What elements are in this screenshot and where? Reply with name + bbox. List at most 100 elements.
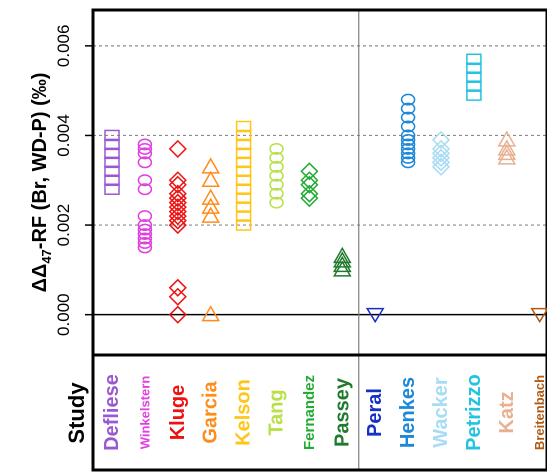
circle-marker bbox=[400, 102, 416, 115]
triangle-up-marker bbox=[333, 246, 352, 264]
circle-marker bbox=[137, 142, 153, 155]
series-garcia bbox=[201, 157, 220, 322]
square-marker bbox=[104, 138, 120, 151]
circle-marker bbox=[137, 223, 153, 236]
study-label-petrizzo: Petrizzo bbox=[463, 374, 485, 451]
study-label-garcia: Garcia bbox=[200, 380, 222, 443]
diamond-marker bbox=[431, 130, 451, 149]
circle-marker bbox=[400, 142, 416, 155]
square-marker bbox=[235, 147, 252, 160]
triangle-up-marker bbox=[333, 260, 352, 277]
diamond-marker bbox=[168, 207, 187, 226]
diamond-marker bbox=[168, 202, 187, 221]
series-defliese bbox=[104, 129, 120, 195]
triangle-up-marker bbox=[201, 188, 220, 205]
circle-marker bbox=[400, 120, 416, 133]
circle-marker bbox=[137, 156, 153, 169]
triangle-up-marker bbox=[201, 206, 220, 223]
square-marker bbox=[235, 210, 252, 222]
plot-frame bbox=[91, 8, 547, 357]
triangle-down-marker bbox=[530, 307, 547, 324]
diamond-marker bbox=[168, 189, 187, 208]
diamond-marker bbox=[168, 193, 187, 212]
square-marker bbox=[104, 183, 120, 195]
circle-marker bbox=[269, 187, 284, 200]
series-breitenbach bbox=[530, 307, 547, 324]
triangle-up-marker bbox=[201, 157, 220, 174]
square-marker bbox=[235, 156, 252, 169]
grid-lines bbox=[93, 45, 547, 316]
study-label-wacker: Wacker bbox=[430, 377, 452, 448]
square-marker bbox=[104, 129, 120, 142]
study-label-winkelstern: Winkelstern bbox=[137, 376, 152, 450]
square-marker bbox=[104, 174, 120, 187]
y-tick-label: 0.002 bbox=[54, 204, 73, 247]
triangle-down-marker bbox=[365, 307, 385, 324]
diamond-marker bbox=[431, 148, 451, 167]
diamond-marker bbox=[431, 139, 451, 158]
diamond-marker bbox=[168, 278, 187, 297]
circle-marker bbox=[269, 160, 284, 173]
y-axis-label: ΔΔ47-RF (Br, WD-P) (‰) bbox=[29, 73, 54, 293]
square-marker bbox=[235, 165, 252, 178]
diamond-marker bbox=[168, 175, 187, 194]
square-marker bbox=[235, 138, 252, 151]
circle-marker bbox=[400, 93, 416, 106]
x-axis-label: Study bbox=[64, 382, 89, 444]
series-kelson bbox=[235, 120, 252, 231]
square-marker bbox=[466, 53, 482, 66]
diamond-marker bbox=[168, 211, 187, 230]
circle-marker bbox=[400, 133, 416, 146]
study-label-katz: Katz bbox=[496, 391, 518, 433]
study-label-fernandez: Fernandez bbox=[301, 375, 318, 450]
triangle-up-marker bbox=[333, 251, 352, 268]
square-marker bbox=[235, 183, 252, 195]
square-marker bbox=[235, 219, 252, 231]
square-marker bbox=[466, 71, 482, 83]
series-tang bbox=[269, 142, 284, 209]
circle-marker bbox=[269, 196, 284, 209]
circle-marker bbox=[137, 228, 153, 240]
square-marker bbox=[104, 156, 120, 169]
study-label-breitenbach: Breitenbach bbox=[532, 375, 547, 450]
square-marker bbox=[466, 80, 482, 92]
diamond-marker bbox=[300, 175, 319, 194]
data-points bbox=[104, 53, 547, 324]
circle-marker bbox=[400, 156, 416, 169]
diamond-marker bbox=[431, 153, 451, 172]
y-tick-label: 0.004 bbox=[54, 114, 73, 157]
triangle-up-marker bbox=[497, 148, 517, 165]
diamond-marker bbox=[168, 305, 187, 324]
series-henkes bbox=[400, 93, 416, 169]
circle-marker bbox=[137, 219, 153, 232]
triangle-up-marker bbox=[201, 170, 220, 188]
y-label-prefix: ΔΔ bbox=[29, 264, 51, 293]
triangle-up-marker bbox=[201, 305, 220, 322]
study-label-peral: Peral bbox=[364, 388, 386, 437]
series-winkelstern bbox=[137, 138, 153, 254]
label-panel-frame bbox=[91, 353, 547, 472]
series-fernandez bbox=[300, 162, 319, 208]
square-marker bbox=[466, 89, 482, 101]
diamond-marker bbox=[431, 144, 451, 163]
circle-marker bbox=[137, 174, 153, 187]
circle-marker bbox=[269, 151, 284, 164]
diamond-marker bbox=[300, 171, 319, 190]
y-label-subscript: 47 bbox=[39, 249, 54, 263]
triangle-up-marker bbox=[497, 130, 517, 147]
circle-marker bbox=[400, 147, 416, 160]
diamond-marker bbox=[168, 171, 187, 190]
circle-marker bbox=[137, 183, 153, 196]
square-marker bbox=[235, 129, 252, 142]
circle-marker bbox=[400, 151, 416, 164]
circle-marker bbox=[400, 111, 416, 124]
circle-marker bbox=[137, 147, 153, 160]
triangle-up-marker bbox=[201, 197, 220, 214]
study-label-kelson: Kelson bbox=[233, 379, 255, 446]
square-marker bbox=[235, 201, 252, 213]
circle-marker bbox=[400, 138, 416, 151]
series-peral bbox=[365, 307, 385, 324]
y-label-rest: -RF (Br, WD-P) (‰) bbox=[29, 73, 51, 250]
circle-marker bbox=[269, 142, 284, 155]
